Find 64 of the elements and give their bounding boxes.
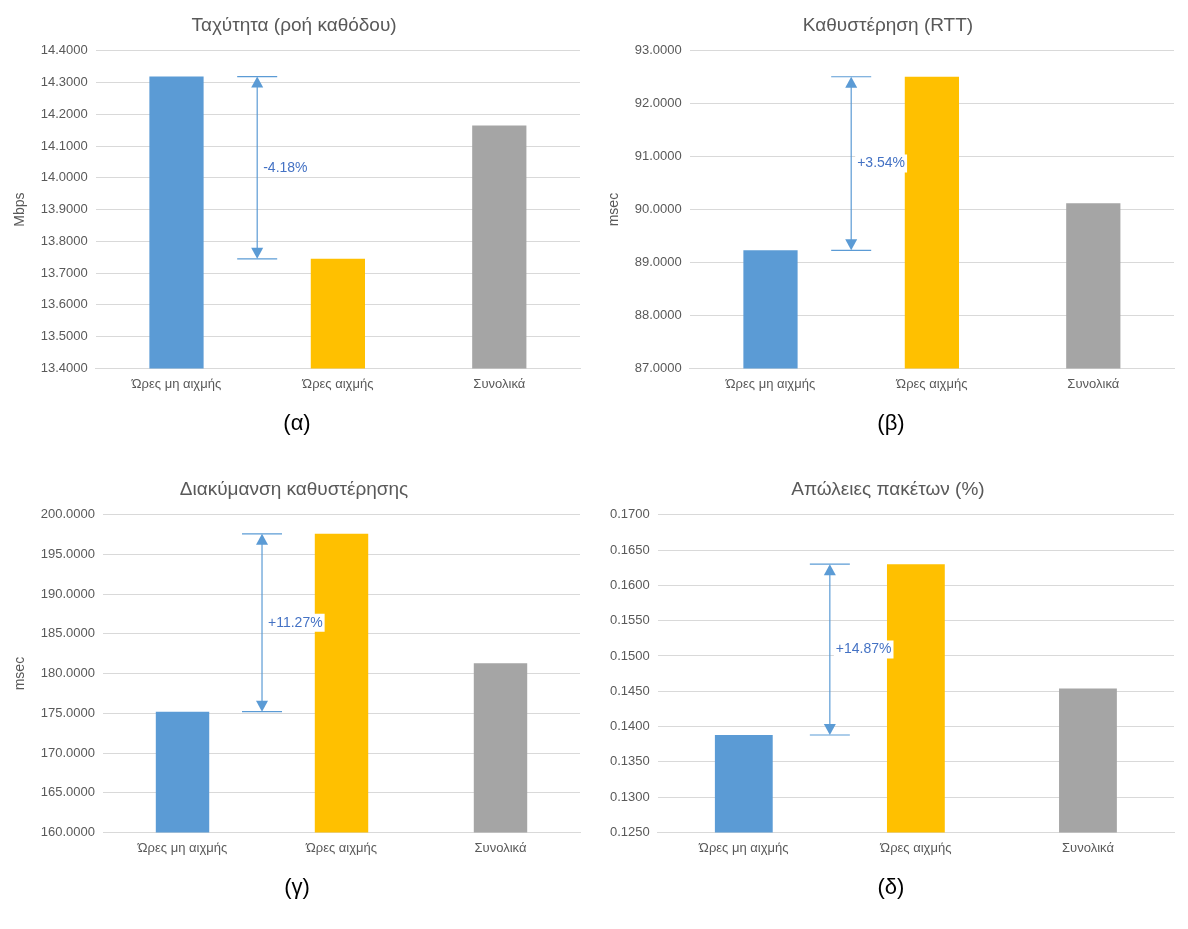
- y-axis-title: msec: [11, 656, 28, 691]
- y-tick-label: 88.0000: [634, 307, 682, 323]
- annotation: +11.27%: [268, 613, 323, 630]
- y-tick-label: 14.3000: [40, 74, 88, 90]
- x-tick-label: Ώρες αιχμής: [895, 375, 968, 391]
- y-tick-label: 175.0000: [40, 704, 96, 720]
- y-tick-label: 13.5000: [40, 328, 88, 344]
- y-tick-label: 87.0000: [634, 359, 682, 375]
- x-tick-label: Συνολικά: [473, 375, 526, 391]
- y-tick-label: 13.4000: [40, 359, 88, 375]
- x-tick-label: Συνολικά: [1062, 839, 1115, 855]
- y-tick-label: 165.0000: [40, 784, 96, 800]
- y-tick-label: 13.8000: [40, 232, 88, 248]
- y-tick-label: 170.0000: [40, 744, 96, 760]
- chart-title: Καθυστέρηση (RTT): [802, 13, 974, 35]
- x-tick-label: Ώρες αιχμής: [879, 839, 952, 855]
- chart-title: Διακύμανση καθυστέρησης: [179, 477, 409, 499]
- y-tick-label: 0.1650: [610, 541, 650, 557]
- y-tick-label: 195.0000: [40, 546, 96, 562]
- y-tick-label: 0.1700: [610, 506, 650, 522]
- y-tick-label: 160.0000: [40, 823, 96, 839]
- y-tick-label: 185.0000: [40, 625, 96, 641]
- y-tick-label: 13.6000: [40, 296, 88, 312]
- annotation: +3.54%: [857, 154, 906, 171]
- y-tick-label: 14.2000: [40, 105, 88, 121]
- annotation: -4.18%: [263, 158, 308, 175]
- text: (γ): [283, 874, 311, 900]
- y-tick-label: 14.1000: [40, 137, 88, 153]
- x-tick-label: Ώρες αιχμής: [301, 375, 374, 391]
- y-tick-label: 91.0000: [634, 148, 682, 164]
- y-tick-label: 92.0000: [634, 95, 682, 111]
- x-tick-label: Ώρες μη αιχμής: [698, 839, 789, 855]
- text: (δ): [876, 874, 906, 900]
- y-axis-title: Mbps: [11, 192, 28, 227]
- y-tick-label: 89.0000: [634, 254, 682, 270]
- y-tick-label: 14.4000: [40, 42, 88, 58]
- y-tick-label: 93.0000: [634, 42, 682, 58]
- x-tick-label: Ώρες μη αιχμής: [136, 839, 228, 855]
- y-tick-label: 0.1450: [610, 682, 650, 698]
- annotation: +14.87%: [835, 640, 892, 657]
- x-tick-label: Ώρες μη αιχμής: [130, 375, 222, 391]
- y-tick-label: 190.0000: [40, 585, 96, 601]
- y-tick-label: 13.9000: [40, 201, 88, 217]
- y-tick-label: 13.7000: [40, 264, 88, 280]
- y-tick-label: 0.1300: [610, 788, 650, 804]
- chart-title: Ταχύτητα (ροή καθόδου): [191, 13, 397, 35]
- y-tick-label: 0.1550: [610, 612, 650, 628]
- x-tick-label: Συνολικά: [474, 839, 527, 855]
- y-tick-label: 0.1350: [610, 753, 650, 769]
- text: (α): [282, 410, 312, 436]
- x-tick-label: Συνολικά: [1067, 375, 1120, 391]
- y-tick-label: 14.0000: [40, 169, 88, 185]
- y-tick-label: 200.0000: [40, 506, 96, 522]
- y-axis-title: msec: [605, 192, 622, 227]
- y-tick-label: 0.1600: [610, 576, 650, 592]
- y-tick-label: 180.0000: [40, 665, 96, 681]
- text: (β): [876, 410, 906, 436]
- y-tick-label: 0.1500: [610, 647, 650, 663]
- y-tick-label: 0.1400: [610, 718, 650, 734]
- y-tick-label: 90.0000: [634, 201, 682, 217]
- chart-title: Απώλειες πακέτων (%): [791, 477, 985, 499]
- x-tick-label: Ώρες μη αιχμής: [724, 375, 816, 391]
- x-tick-label: Ώρες αιχμής: [304, 839, 378, 855]
- y-tick-label: 0.1250: [610, 823, 650, 839]
